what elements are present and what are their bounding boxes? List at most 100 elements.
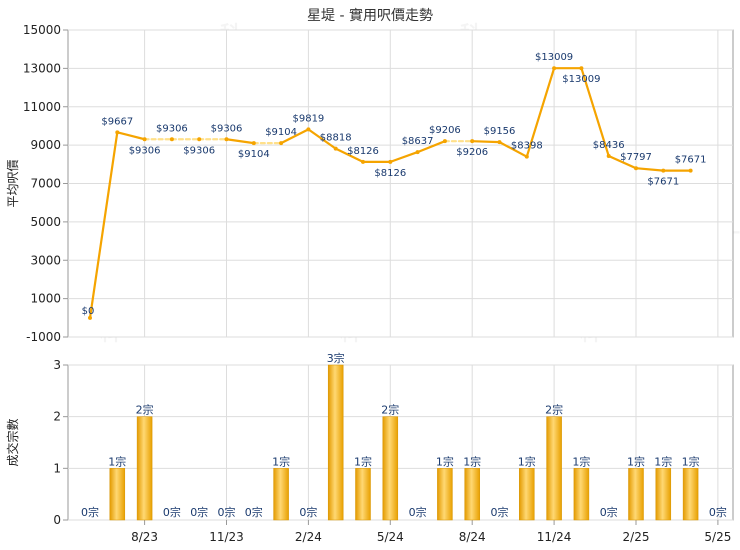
price-line-segment [634, 167, 665, 172]
transaction-data-label: 1宗 [572, 454, 590, 468]
y-tick-label: 3000 [30, 253, 61, 267]
price-data-label: $8637 [402, 136, 434, 147]
price-data-label: $8126 [347, 146, 379, 157]
chart-title: 星堤 - 實用呎價走勢 [307, 7, 433, 24]
price-data-label: $8818 [320, 133, 352, 144]
price-data-label: $9206 [429, 125, 461, 136]
transaction-data-label: 1宗 [436, 454, 454, 468]
transaction-bar [382, 416, 399, 521]
price-point [606, 153, 611, 158]
transaction-data-label: 0宗 [409, 505, 427, 519]
price-line-segment [116, 131, 146, 141]
transaction-data-label: 0宗 [600, 505, 618, 519]
price-point [333, 146, 338, 151]
transaction-data-label: 1宗 [682, 454, 700, 468]
price-point [552, 66, 557, 71]
transaction-bar [546, 416, 562, 521]
price-line-segment [88, 131, 119, 319]
transaction-data-label: 0宗 [81, 505, 99, 519]
price-line-segment [389, 150, 419, 163]
y-tick-label: 1 [53, 461, 61, 475]
transaction-bar [273, 468, 289, 521]
price-point [197, 137, 202, 142]
transaction-bar [355, 468, 371, 521]
price-data-label: $7671 [675, 155, 707, 166]
transaction-data-label: 0宗 [218, 505, 236, 519]
transaction-bar [437, 468, 453, 521]
y-axis-label-price: 平均呎價 [6, 159, 20, 207]
transaction-data-label: 0宗 [491, 505, 509, 519]
x-tick-label: 8/23 [131, 530, 158, 544]
transaction-data-label: 2宗 [381, 403, 399, 417]
price-panel: -1000 1000 3000 5000 7000 9000 11000 13000 15000… [6, 23, 734, 344]
price-line-segment [225, 138, 255, 145]
price-data-label: $8436 [593, 140, 625, 151]
transaction-data-label: 1宗 [518, 454, 536, 468]
price-data-label: $9306 [211, 123, 243, 134]
x-tick-label: 11/23 [209, 530, 244, 544]
price-data-label: $13009 [535, 52, 573, 63]
price-point [142, 137, 147, 142]
price-line-segment [607, 154, 638, 170]
price-point [579, 66, 584, 71]
price-data-label: $7797 [620, 152, 652, 163]
y-tick-label: 13000 [23, 61, 61, 75]
transaction-data-label: 0宗 [190, 505, 208, 519]
price-data-label: $9156 [484, 126, 516, 137]
x-tick-label: 8/24 [459, 530, 486, 544]
x-tick-label: 2/24 [295, 530, 322, 544]
transactions-plot-area [67, 364, 734, 521]
price-data-label: $8398 [511, 141, 543, 152]
y-tick-label: 9000 [30, 138, 61, 152]
y-tick-label: 3 [53, 358, 61, 372]
price-line-segment [334, 147, 365, 163]
price-data-label: $0 [82, 306, 95, 317]
transaction-bar [655, 468, 672, 521]
transaction-bar [136, 416, 153, 521]
transaction-data-label: 3宗 [327, 351, 345, 365]
price-point [415, 150, 420, 155]
y-tick-label: 7000 [30, 177, 61, 191]
price-data-label: $9306 [183, 145, 215, 156]
x-tick-label: 2/25 [623, 530, 650, 544]
price-point [388, 159, 393, 164]
y-tick-label: 15000 [23, 23, 61, 37]
transaction-bar [327, 364, 344, 521]
transaction-bar [464, 468, 480, 521]
price-point [251, 141, 256, 146]
price-point [224, 137, 229, 142]
y-tick-label: 5000 [30, 215, 61, 229]
y-tick-label: 11000 [23, 100, 61, 114]
price-data-label: $8126 [374, 168, 406, 179]
price-data-label: $9306 [129, 145, 161, 156]
price-point [169, 137, 174, 142]
transaction-bar [682, 468, 699, 521]
price-data-label: $9206 [456, 147, 488, 158]
price-data-label: $9667 [101, 116, 133, 127]
transaction-data-label: 2宗 [545, 403, 563, 417]
price-line-segment [416, 140, 446, 154]
price-point [88, 315, 92, 320]
transactions-panel: 0 1 2 3 成交宗數 0宗 1宗 2宗 0宗 0宗 0宗 0宗 1宗 0宗 3宗 1宗 2宗 0宗 1宗 1宗 0宗… [5, 351, 734, 544]
price-data-label: $9306 [156, 123, 188, 134]
y-axis-label-transactions: 成交宗數 [5, 418, 20, 466]
transaction-data-label: 0宗 [163, 505, 181, 519]
price-point [279, 141, 284, 146]
y-tick-label: 1000 [30, 292, 61, 306]
price-point [661, 168, 666, 173]
transaction-data-label: 2宗 [136, 403, 154, 417]
price-point [634, 166, 638, 171]
transaction-data-label: 1宗 [354, 454, 372, 468]
transaction-bar [628, 468, 644, 521]
price-data-label: $13009 [562, 74, 600, 85]
transaction-data-label: 1宗 [654, 454, 672, 468]
price-data-label: $9104 [238, 149, 270, 160]
transaction-data-label: 0宗 [709, 505, 727, 519]
price-point [524, 154, 529, 159]
transaction-data-label: 1宗 [272, 454, 290, 468]
price-line-segment [498, 141, 528, 158]
price-line-segment [307, 128, 337, 150]
transaction-data-label: 0宗 [299, 505, 317, 519]
y-tick-label: 0 [53, 513, 61, 527]
